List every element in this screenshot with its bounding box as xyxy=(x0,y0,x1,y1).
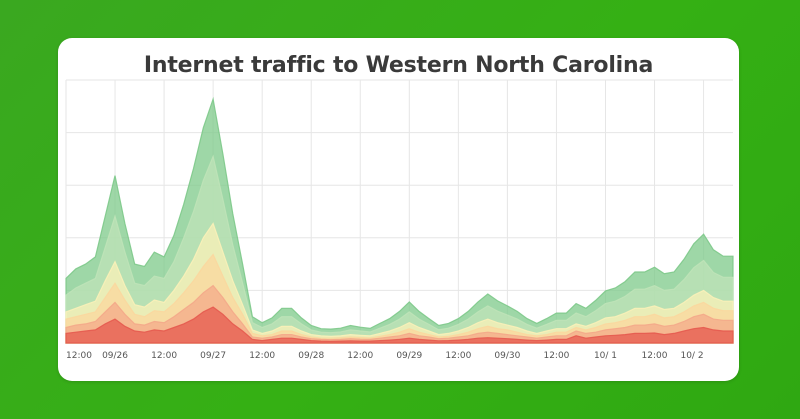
x-tick-label: 09/27 xyxy=(200,351,226,361)
x-tick-label: 10/ 1 xyxy=(594,351,617,361)
x-tick-label: 09/29 xyxy=(396,351,422,361)
x-tick-label: 12:00 xyxy=(543,351,569,361)
x-tick-label: 09/30 xyxy=(494,351,520,361)
x-tick-label: 09/26 xyxy=(102,351,128,361)
x-tick-label: 12:00 xyxy=(66,351,92,361)
chart-plot: 12:00 09/26 12:00 09/27 12:00 09/28 12:00 09/29… xyxy=(58,38,739,381)
chart-card: Internet traffic to Western North Caroli… xyxy=(58,38,739,381)
x-tick-label: 09/28 xyxy=(298,351,324,361)
x-tick-label: 12:00 xyxy=(445,351,471,361)
x-tick-label: 12:00 xyxy=(249,351,275,361)
x-tick-label: 12:00 xyxy=(347,351,373,361)
x-tick-label: 10/ 2 xyxy=(680,351,703,361)
x-tick-label: 12:00 xyxy=(642,351,668,361)
x-tick-label: 12:00 xyxy=(151,351,177,361)
